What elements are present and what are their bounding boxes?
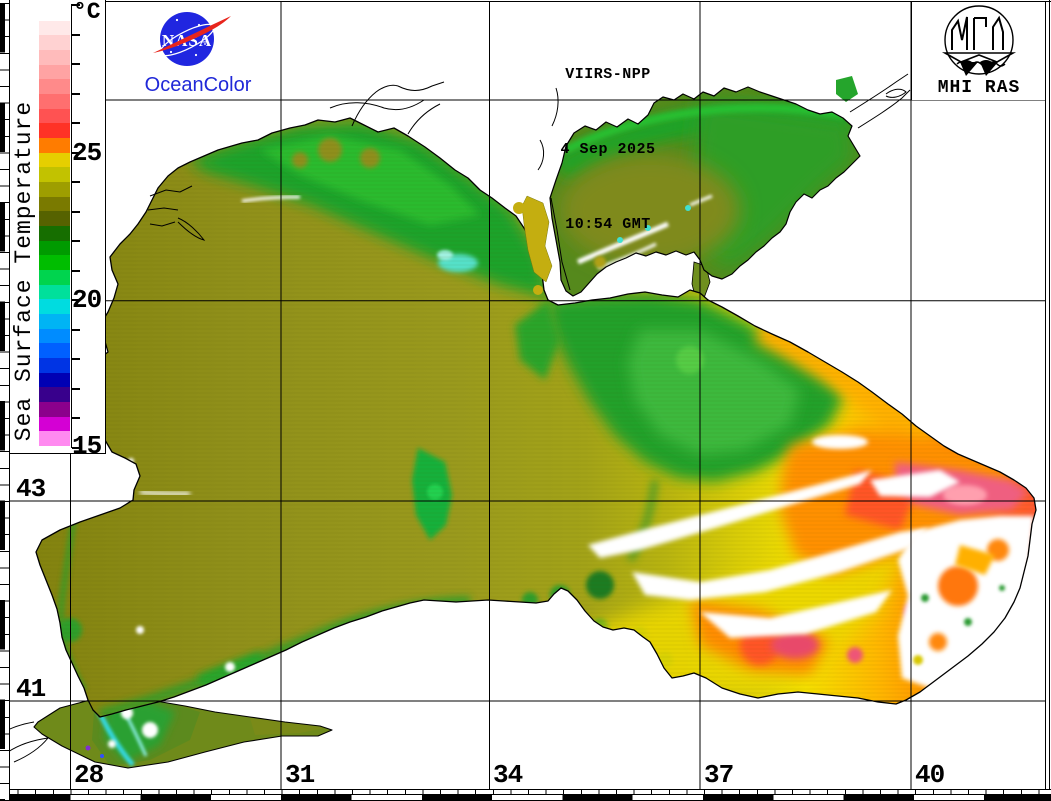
colorbar-tick-mark [72,240,80,243]
sst-colorbar-legend: Sea Surface Temperature °C 25 20 15 [10,0,106,459]
colorbar-step [39,138,70,153]
satellite-name: VIIRS-NPP [565,66,651,83]
colorbar-step [39,196,70,212]
colorbar-tick-mark [72,92,80,95]
colorbar-step [39,416,70,432]
latitude-ruler [0,0,10,801]
colorbar-tick-mark [72,358,80,361]
coastal-outlines [0,73,911,763]
frame-top-border [0,1,1051,2]
colorbar-step [39,358,70,373]
acquisition-time: 10:54 GMT [565,216,651,233]
colorbar-step [39,50,70,65]
colorbar-step [39,270,70,285]
colorbar-step [39,211,70,227]
colorbar-title: Sea Surface Temperature [11,100,37,442]
colorbar-step [39,123,70,139]
colorbar-step [39,284,70,300]
colorbar-step [39,402,70,417]
colorbar-tick-mark [72,269,80,272]
colorbar-step [39,431,70,447]
colorbar-step [39,64,70,80]
acquisition-date: 4 Sep 2025 [560,141,656,158]
colorbar-step [39,328,70,344]
colorbar-step [39,182,70,197]
lon-label-37: 37 [704,760,734,790]
colorbar-step [39,372,70,388]
frame-right-border [1045,1,1046,789]
mhi-ras-logo [941,5,1017,76]
colorbar-tick-mark [72,33,80,36]
colorbar-step [39,314,70,329]
nasa-oceancolor-logo: NASA OceanColor [143,6,253,100]
colorbar-step [39,35,70,51]
colorbar-unit-label: °C [73,0,101,25]
colorbar-step [39,343,70,359]
colorbar-step [39,240,70,256]
colorbar-axis [71,4,72,448]
colorbar-tick-mark [72,181,80,184]
lon-label-40: 40 [915,760,945,790]
lon-label-28: 28 [74,760,104,790]
oceancolor-label: OceanColor [144,74,252,96]
lon-label-34: 34 [493,760,523,790]
colorbar-step [39,387,70,403]
longitude-ruler [0,789,1051,801]
mhi-monogram [951,15,1004,50]
colorbar-step [39,255,70,271]
colorbar-tick-20: 20 [72,285,102,315]
colorbar-tick-mark [72,151,80,154]
colorbar-tick-mark [72,387,80,390]
mhi-ship-waves [941,52,1017,76]
nasa-swoosh [153,16,231,53]
marmara-sea [33,697,333,769]
colorbar-tick-mark [72,63,80,66]
colorbar-tick-mark [72,299,80,302]
colorbar-tick-mark [72,4,80,6]
lat-label-43: 43 [16,474,46,504]
colorbar-tick-mark [72,210,80,213]
colorbar-step [39,108,70,124]
lon-label-31: 31 [285,760,315,790]
colorbar-tick-15: 15 [72,431,102,461]
sivash-lagoons [513,195,571,295]
colorbar-gradient [39,6,70,447]
colorbar-tick-mark [72,328,80,331]
colorbar-step [39,94,70,109]
colorbar-step [39,6,70,21]
colorbar-step [39,20,70,36]
colorbar-tick-mark [72,122,80,125]
colorbar-step [39,226,70,241]
colorbar-tick-25: 25 [72,138,102,168]
colorbar-step [39,299,70,315]
mhi-circle [944,5,1014,75]
product-header: VIIRS-NPP 4 Sep 2025 10:54 GMT [538,12,678,287]
colorbar-step [39,152,70,168]
colorbar-tick-mark [72,446,80,449]
colorbar-step [39,79,70,95]
colorbar-tick-mark [72,417,80,420]
sea-of-azov [513,86,861,297]
mhi-ras-label: MHI RAS [937,78,1021,98]
don-delta-patch [836,76,858,102]
nasa-logo: NASA [153,12,231,66]
colorbar-step [39,167,70,183]
lat-label-41: 41 [16,674,46,704]
image-right-edge [1049,0,1050,801]
mhi-ras-logo-box: MHI RAS [911,2,1045,100]
